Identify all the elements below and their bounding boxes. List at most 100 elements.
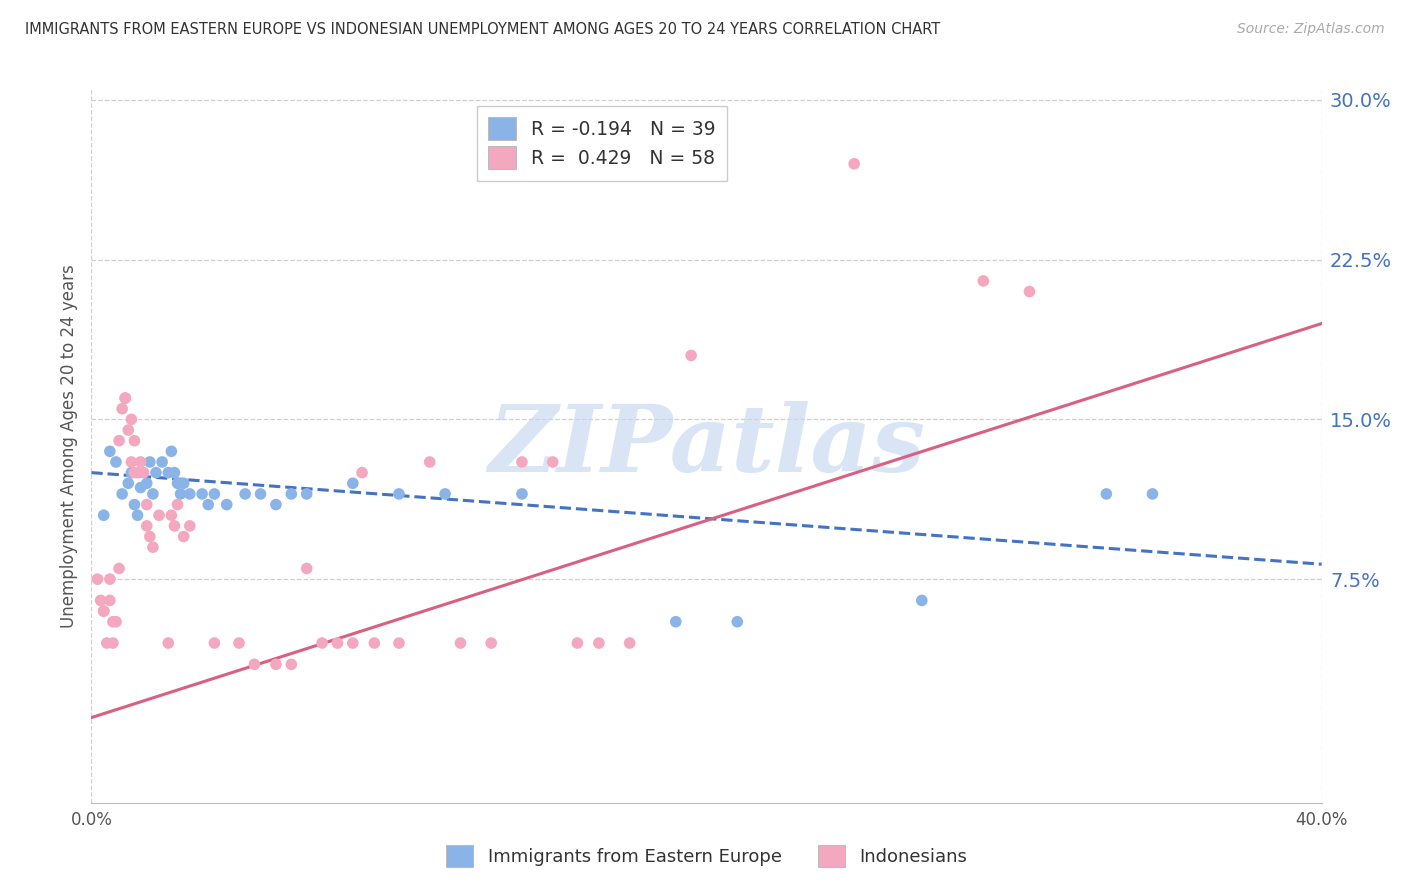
Point [479, 636, 502, 650]
Point [108, 434, 131, 448]
Point [132, 466, 155, 480]
Point [295, 487, 318, 501]
Point [173, 529, 195, 543]
Point [101, 615, 124, 629]
Point [264, 498, 287, 512]
Point [111, 487, 134, 501]
Point [101, 636, 124, 650]
Text: Source: ZipAtlas.com: Source: ZipAtlas.com [1237, 22, 1385, 37]
Point [124, 434, 146, 448]
Point [249, 487, 271, 501]
Point [311, 636, 333, 650]
Legend: Immigrants from Eastern Europe, Indonesians: Immigrants from Eastern Europe, Indonesi… [437, 836, 976, 876]
Point [145, 466, 167, 480]
Point [179, 519, 201, 533]
Point [243, 657, 266, 672]
Point [129, 455, 152, 469]
Point [163, 466, 186, 480]
Point [197, 498, 219, 512]
Point [98, 444, 121, 458]
Point [326, 636, 349, 650]
Point [280, 487, 302, 501]
Point [105, 455, 127, 469]
Point [117, 423, 139, 437]
Point [93, 604, 115, 618]
Point [127, 508, 149, 523]
Point [139, 529, 162, 543]
Point [135, 498, 157, 512]
Point [179, 487, 201, 501]
Point [120, 412, 142, 426]
Point [160, 444, 183, 458]
Point [166, 476, 188, 491]
Point [295, 561, 318, 575]
Point [911, 593, 934, 607]
Point [142, 487, 165, 501]
Point [842, 157, 865, 171]
Point [173, 476, 195, 491]
Point [127, 466, 149, 480]
Point [135, 519, 157, 533]
Point [191, 487, 214, 501]
Point [342, 476, 364, 491]
Point [96, 636, 118, 650]
Point [972, 274, 994, 288]
Point [90, 593, 112, 607]
Point [114, 391, 136, 405]
Point [1142, 487, 1164, 501]
Point [111, 401, 134, 416]
Point [215, 498, 238, 512]
Point [129, 481, 152, 495]
Point [233, 487, 256, 501]
Point [567, 636, 589, 650]
Point [228, 636, 250, 650]
Text: IMMIGRANTS FROM EASTERN EUROPE VS INDONESIAN UNEMPLOYMENT AMONG AGES 20 TO 24 YE: IMMIGRANTS FROM EASTERN EUROPE VS INDONE… [25, 22, 941, 37]
Point [1018, 285, 1040, 299]
Point [541, 455, 564, 469]
Point [169, 487, 191, 501]
Point [264, 657, 287, 672]
Point [93, 604, 115, 618]
Point [150, 455, 173, 469]
Point [434, 487, 457, 501]
Point [93, 508, 115, 523]
Point [449, 636, 471, 650]
Text: ZIPatlas: ZIPatlas [488, 401, 925, 491]
Point [163, 519, 186, 533]
Point [665, 615, 688, 629]
Point [681, 349, 703, 363]
Point [124, 498, 146, 512]
Point [160, 508, 183, 523]
Point [157, 636, 180, 650]
Point [202, 487, 225, 501]
Point [114, 391, 136, 405]
Point [157, 466, 180, 480]
Point [98, 572, 121, 586]
Point [98, 593, 121, 607]
Point [588, 636, 610, 650]
Point [342, 636, 364, 650]
Point [619, 636, 641, 650]
Point [166, 498, 188, 512]
Point [120, 455, 142, 469]
Point [148, 508, 170, 523]
Y-axis label: Unemployment Among Ages 20 to 24 years: Unemployment Among Ages 20 to 24 years [59, 264, 77, 628]
Point [86, 572, 108, 586]
Point [202, 636, 225, 650]
Point [363, 636, 385, 650]
Point [135, 476, 157, 491]
Point [120, 466, 142, 480]
Point [105, 615, 127, 629]
Point [280, 657, 302, 672]
Point [1095, 487, 1118, 501]
Point [142, 540, 165, 554]
Point [510, 455, 533, 469]
Point [108, 561, 131, 575]
Point [388, 636, 411, 650]
Point [510, 487, 533, 501]
Point [117, 476, 139, 491]
Point [419, 455, 441, 469]
Point [725, 615, 748, 629]
Point [124, 466, 146, 480]
Point [350, 466, 373, 480]
